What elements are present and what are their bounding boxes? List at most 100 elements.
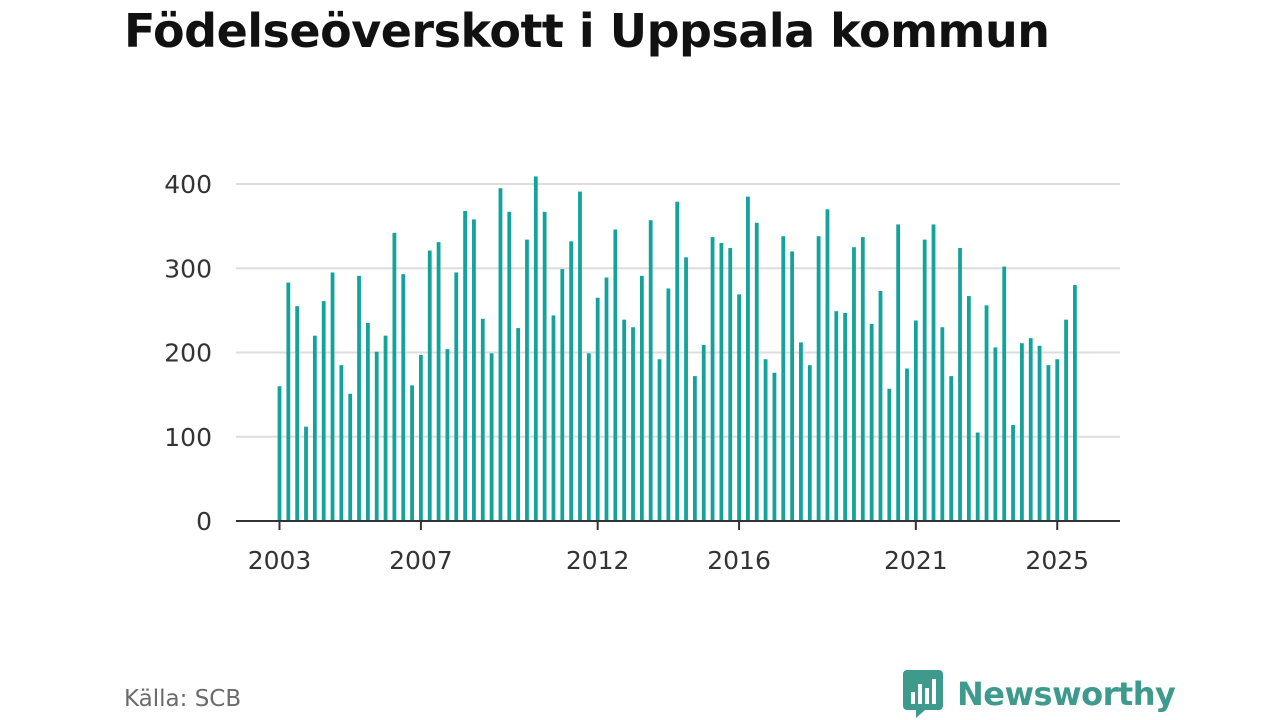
- bar-2017-Q1: [772, 372, 777, 521]
- bar-2007-Q2: [427, 250, 432, 521]
- chart-title: Födelseöverskott i Uppsala kommun: [124, 4, 1050, 58]
- bar-2003-Q4: [304, 426, 308, 521]
- bar-2021-Q3: [931, 224, 936, 521]
- bar-2006-Q3: [401, 274, 406, 521]
- bar-2013-Q1: [631, 327, 635, 521]
- bar-2024-Q2: [1028, 338, 1033, 521]
- bar-2016-Q2: [746, 196, 750, 521]
- bar-2013-Q4: [657, 359, 662, 521]
- bar-2023-Q1: [984, 305, 989, 521]
- x-tick-label: 2003: [248, 546, 312, 575]
- bar-2006-Q1: [383, 335, 388, 521]
- bar-2023-Q3: [1002, 266, 1007, 521]
- bar-2012-Q2: [604, 277, 609, 521]
- x-tick-label: 2012: [566, 546, 630, 575]
- bar-2022-Q1: [949, 376, 954, 521]
- bar-2012-Q4: [622, 319, 627, 521]
- bar-2024-Q3: [1037, 345, 1042, 521]
- bar-2010-Q3: [542, 211, 547, 522]
- bar-2011-Q2: [569, 241, 574, 522]
- bar-2024-Q1: [1019, 343, 1024, 521]
- y-tick-label: 200: [164, 339, 212, 368]
- bar-2004-Q3: [330, 272, 335, 521]
- bar-2012-Q1: [595, 297, 600, 521]
- bar-2009-Q4: [516, 328, 521, 521]
- y-axis-ticks: 0 100 200 300 400: [164, 170, 212, 536]
- bar-2008-Q3: [472, 219, 476, 521]
- bar-chart: 0 100 200 300 400 2003 2007 2012 2016 2021 2025: [164, 170, 1120, 575]
- bar-2012-Q3: [613, 229, 618, 521]
- bar-2022-Q3: [966, 296, 971, 521]
- bar-2006-Q4: [410, 385, 414, 521]
- x-tick-label: 2016: [707, 546, 771, 575]
- bar-2015-Q4: [728, 248, 733, 521]
- x-tick-label: 2025: [1025, 546, 1089, 575]
- bar-2020-Q2: [887, 388, 892, 521]
- bar-2025-Q1: [1055, 359, 1060, 521]
- bar-2019-Q4: [869, 323, 874, 521]
- bar-2015-Q3: [719, 242, 724, 521]
- bar-2014-Q2: [675, 201, 680, 521]
- bar-2018-Q1: [807, 365, 812, 521]
- bar-2022-Q2: [958, 248, 962, 521]
- bar-2004-Q4: [339, 365, 344, 521]
- bar-2013-Q2: [639, 275, 644, 521]
- bar-2005-Q2: [357, 275, 361, 521]
- x-tick-label: 2021: [884, 546, 948, 575]
- bar-2018-Q4: [834, 311, 839, 521]
- bar-2021-Q4: [940, 327, 945, 521]
- bar-2016-Q3: [754, 222, 759, 521]
- y-tick-label: 100: [164, 423, 212, 452]
- y-tick-label: 0: [196, 507, 212, 536]
- bar-2011-Q3: [578, 191, 582, 521]
- bar-2003-Q2: [286, 282, 291, 521]
- bar-2014-Q3: [684, 257, 688, 521]
- bar-2020-Q3: [896, 224, 901, 521]
- bar-2017-Q3: [790, 251, 795, 521]
- bar-2020-Q4: [905, 368, 909, 521]
- bar-2025-Q3: [1073, 285, 1077, 521]
- bar-2019-Q3: [860, 237, 865, 521]
- bar-2018-Q2: [816, 236, 821, 522]
- bar-2016-Q4: [763, 359, 768, 521]
- bar-2008-Q1: [454, 272, 459, 521]
- source-label: Källa: SCB: [124, 686, 242, 712]
- bar-2008-Q4: [480, 318, 485, 521]
- x-tick-label: 2007: [389, 546, 453, 575]
- bar-2010-Q1: [525, 239, 529, 522]
- y-tick-label: 300: [164, 254, 212, 283]
- newsworthy-logo: Newsworthy: [903, 670, 1176, 718]
- bar-2022-Q4: [975, 432, 980, 521]
- newsworthy-logo-icon: [903, 670, 943, 718]
- bars: [277, 176, 1077, 522]
- bar-2018-Q3: [825, 209, 830, 521]
- bar-2025-Q2: [1064, 319, 1068, 521]
- bar-2024-Q4: [1046, 365, 1051, 521]
- bar-2007-Q4: [445, 349, 450, 521]
- bar-2015-Q2: [710, 237, 715, 521]
- bar-2005-Q1: [348, 393, 353, 521]
- bar-2009-Q1: [489, 353, 494, 521]
- bar-2014-Q1: [666, 288, 671, 521]
- bar-2017-Q2: [781, 236, 786, 522]
- bar-2007-Q3: [436, 242, 441, 521]
- bar-2014-Q4: [692, 376, 697, 521]
- bar-2008-Q2: [463, 210, 467, 521]
- bar-2019-Q2: [852, 247, 856, 521]
- bar-2005-Q4: [374, 351, 379, 521]
- bar-2021-Q2: [922, 239, 927, 522]
- bar-2006-Q2: [392, 232, 397, 522]
- bar-2003-Q3: [295, 306, 300, 521]
- bar-2015-Q1: [701, 344, 706, 521]
- bar-2010-Q2: [533, 176, 538, 522]
- bar-2009-Q2: [498, 188, 503, 521]
- bar-2020-Q1: [878, 290, 883, 521]
- bar-2011-Q4: [586, 353, 591, 521]
- bar-2023-Q2: [993, 347, 998, 521]
- brand-name: Newsworthy: [957, 675, 1176, 713]
- bar-2004-Q1: [312, 335, 317, 521]
- bar-2023-Q4: [1011, 424, 1015, 521]
- bar-2011-Q1: [560, 269, 565, 521]
- bar-2016-Q1: [737, 294, 741, 521]
- bar-2013-Q3: [648, 220, 653, 522]
